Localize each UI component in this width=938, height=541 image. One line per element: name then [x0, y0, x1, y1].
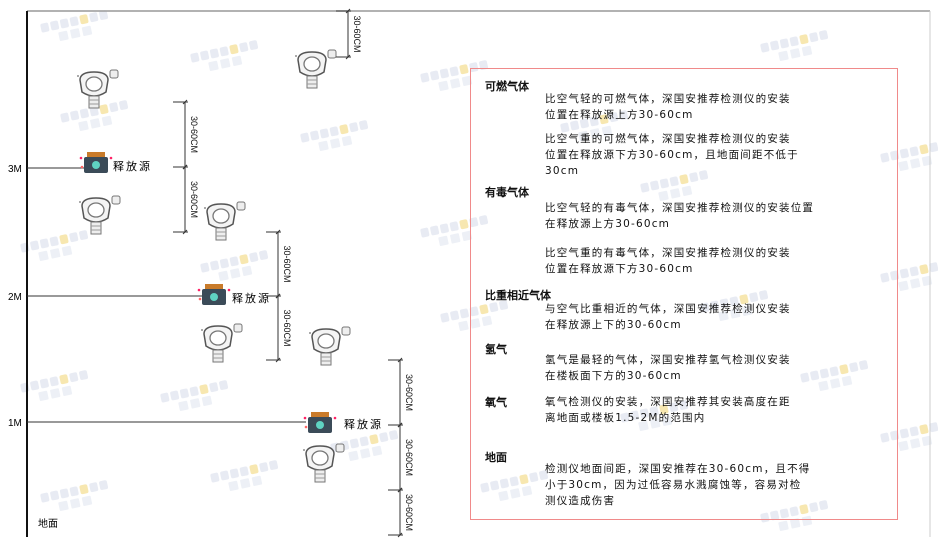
section-paragraph: 检测仪地面间距，深国安推荐在30-60cm，且不得 小于30cm，因为过低容易水… [545, 463, 811, 507]
detector-icon [294, 49, 337, 89]
level-2m: 2M [8, 292, 202, 303]
watermark-logo [300, 120, 369, 152]
watermark-logo [880, 422, 938, 452]
dimension-label: 30-60CM [404, 439, 414, 476]
dimension-label: 30-60CM [352, 15, 362, 52]
watermark-logo [420, 215, 489, 247]
watermark-logo [700, 290, 769, 322]
guidelines-panel: 可燃气体比空气轻的可燃气体，深国安推荐检测仪的安装 位置在释放源上方30-60c… [470, 68, 898, 520]
section-title: 有毒气体 [485, 186, 529, 199]
detector-icon [200, 323, 243, 363]
dimension-label: 30-60CM [404, 374, 414, 411]
watermark-logo [20, 370, 89, 402]
watermark-logo [60, 100, 129, 132]
dimension-30-60cm: 30-60CM [388, 422, 414, 493]
watermark-logo [40, 10, 109, 42]
section-title: 氢气 [485, 343, 507, 356]
svg-text:3M: 3M [8, 164, 22, 175]
dimension-label: 30-60CM [404, 494, 414, 531]
watermark-logo [210, 460, 279, 492]
ground-label: 地面 [38, 517, 58, 530]
svg-text:2M: 2M [8, 292, 22, 303]
source-label: 释放源 [344, 417, 383, 431]
watermark-logo [200, 250, 269, 282]
level-3m: 3M [8, 164, 84, 175]
dimension-30-60cm: 30-60CM [266, 293, 292, 363]
section-title: 比重相近气体 [485, 289, 551, 302]
detector-icon [78, 195, 121, 235]
dimension-30-60cm: 30-60CM [388, 357, 414, 428]
watermark-logo [420, 60, 489, 92]
detector-icon [302, 443, 345, 483]
release-source-icon [197, 284, 231, 305]
watermark-logo [880, 262, 938, 292]
dimension-label: 30-60CM [282, 245, 292, 282]
watermark-logo [620, 400, 689, 432]
section-paragraph: 氧气检测仪的安装，深国安推荐其安装高度在距 离地面或楼板1.5-2M的范围内 [545, 396, 791, 424]
release-source-icon [303, 412, 337, 433]
section-paragraph: 与空气比重相近的气体，深国安推荐检测仪安装 在释放源上下的30-60cm [545, 303, 791, 331]
level-1m: 1M [8, 418, 306, 429]
section-paragraph: 比空气重的有毒气体，深国安推荐检测仪的安装 位置在释放源下方30-60cm [545, 247, 791, 275]
watermark-logo [760, 500, 829, 532]
section-paragraph: 比空气轻的有毒气体，深国安推荐检测仪的安装位置 在释放源上方30-60cm [545, 202, 815, 230]
watermark-logo [480, 470, 549, 502]
watermark-logo [190, 40, 259, 72]
section-paragraph: 比空气重的可燃气体，深国安推荐检测仪的安装 位置在释放源下方30-60cm，且地… [545, 133, 799, 177]
dimension-30-60cm: 30-60CM [173, 164, 199, 235]
section-paragraph: 比空气轻的可燃气体，深国安推荐检测仪的安装 位置在释放源上方30-60cm [545, 93, 791, 121]
dimension-label: 30-60CM [189, 181, 199, 218]
watermark-logo [160, 380, 229, 412]
source-label: 释放源 [232, 291, 271, 305]
dimension-label: 30-60CM [189, 116, 199, 153]
dimension-30-60cm: 30-60CM [336, 8, 362, 60]
dimension-30-60cm: 30-60CM [173, 99, 199, 170]
watermark-logo [560, 110, 629, 142]
watermark-logo [640, 170, 709, 202]
watermark-logo [40, 480, 109, 512]
watermark-logo [760, 30, 829, 62]
release-source-icon [79, 152, 113, 173]
detector-icon [203, 201, 246, 241]
svg-text:1M: 1M [8, 418, 22, 429]
dimension-30-60cm: 30-60CM [266, 229, 292, 299]
detector-icon [76, 69, 119, 109]
watermark-logo [800, 360, 869, 392]
watermark-logo [440, 300, 509, 332]
section-title: 可燃气体 [485, 80, 529, 93]
section-title: 氧气 [485, 396, 507, 409]
section-title: 地面 [485, 451, 507, 464]
dimension-30-60cm: 30-60CM [388, 487, 414, 538]
section-paragraph: 氢气是最轻的气体，深国安推荐氢气检测仪安装 在楼板面下方的30-60cm [545, 354, 791, 382]
dimension-label: 30-60CM [282, 309, 292, 346]
source-label: 释放源 [113, 159, 152, 173]
detector-icon [308, 326, 351, 366]
